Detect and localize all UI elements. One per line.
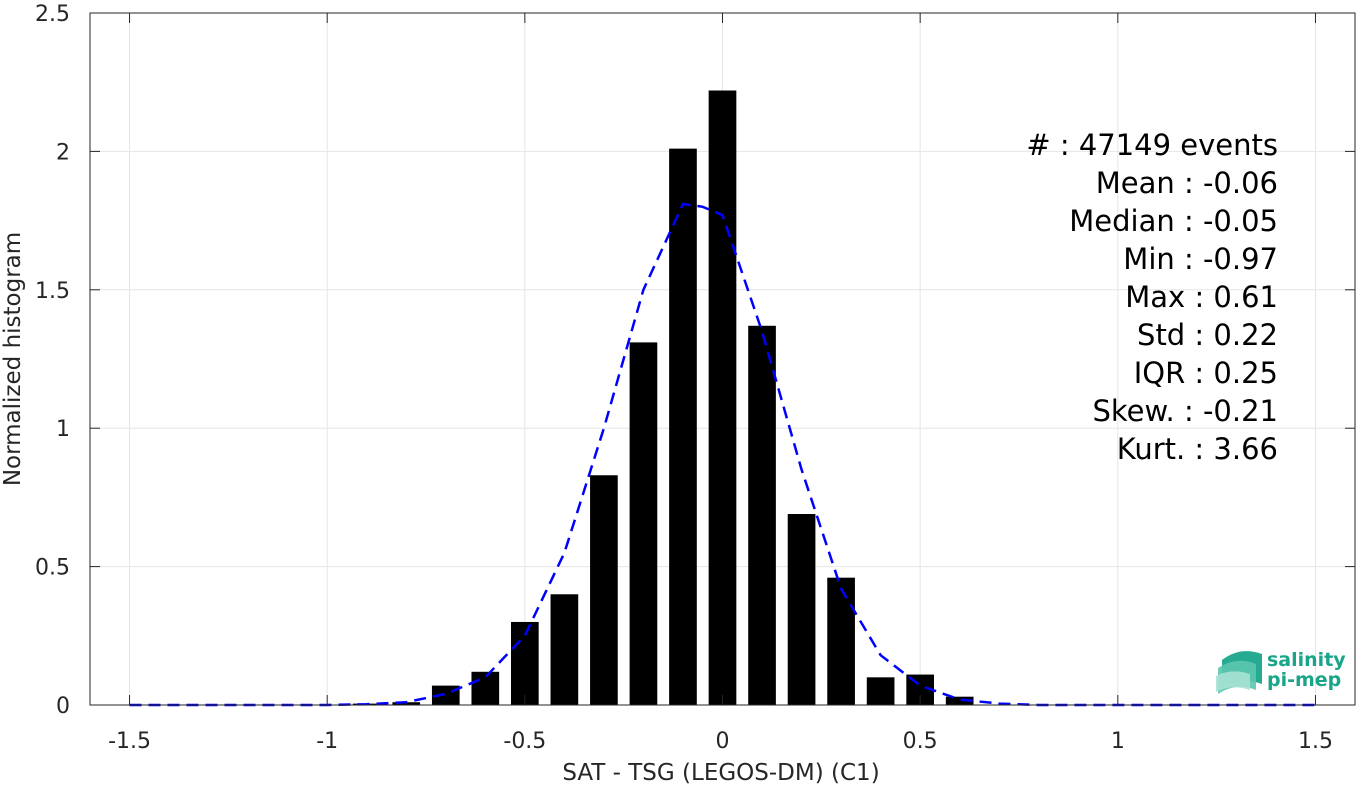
axis-ticks — [90, 12, 1355, 706]
histogram-bar — [827, 577, 855, 705]
logo-text-line1: salinity — [1267, 649, 1346, 671]
x-tick-label: 1.5 — [1298, 729, 1333, 754]
x-tick-label: 1 — [1111, 729, 1125, 754]
y-tick-label: 1.5 — [35, 279, 70, 304]
x-tick-label: 0.5 — [903, 729, 938, 754]
histogram-bar — [629, 342, 658, 705]
histogram-bar — [945, 696, 974, 705]
stats-line: Max : 0.61 — [1125, 280, 1278, 314]
histogram-bar — [590, 475, 618, 705]
histogram-bar — [787, 514, 816, 705]
y-tick-label: 0.5 — [35, 556, 70, 581]
x-tick-label: 0 — [716, 729, 730, 754]
y-tick-label: 2 — [56, 140, 70, 165]
salinity-pi-mep-logo: salinity pi-mep — [1216, 649, 1346, 694]
histogram-bar — [511, 621, 539, 705]
stats-line: Std : 0.22 — [1137, 318, 1278, 352]
y-axis-label: Normalized histogram — [0, 232, 26, 486]
histogram-bar — [866, 677, 895, 705]
histogram-bar — [550, 594, 579, 705]
histogram-bars — [352, 90, 974, 705]
histogram-bar — [392, 702, 421, 705]
logo-text-line2: pi-mep — [1267, 669, 1341, 691]
statistics-box: # : 47149 events Mean : -0.06 Median : -0.… — [1026, 128, 1278, 466]
x-axis-label: SAT - TSG (LEGOS-DM) (C1) — [562, 760, 879, 785]
stats-line: Kurt. : 3.66 — [1117, 432, 1278, 466]
stats-line: # : 47149 events — [1026, 128, 1278, 162]
x-tick-label: -1 — [316, 729, 338, 754]
y-tick-label: 1 — [56, 417, 70, 442]
stats-line: Median : -0.05 — [1069, 204, 1278, 238]
fit-curve — [129, 202, 1316, 707]
x-tick-label: -1.5 — [108, 729, 151, 754]
stats-line: IQR : 0.25 — [1134, 356, 1278, 390]
y-tick-label: 0 — [56, 694, 70, 719]
y-tick-labels: 0 0.5 1 1.5 2 2.5 — [35, 2, 70, 719]
histogram-bar — [669, 148, 697, 705]
stats-line: Min : -0.97 — [1123, 242, 1278, 276]
wave-logo-icon — [1216, 651, 1262, 694]
histogram-bar — [708, 90, 737, 705]
histogram-bar — [748, 325, 776, 705]
x-tick-label: -0.5 — [503, 729, 546, 754]
stats-line: Mean : -0.06 — [1096, 166, 1278, 200]
histogram-bar — [471, 671, 500, 705]
stats-line: Skew. : -0.21 — [1092, 394, 1278, 428]
x-tick-labels: -1.5 -1 -0.5 0 0.5 1 1.5 — [108, 729, 1333, 754]
y-tick-label: 2.5 — [35, 2, 70, 27]
